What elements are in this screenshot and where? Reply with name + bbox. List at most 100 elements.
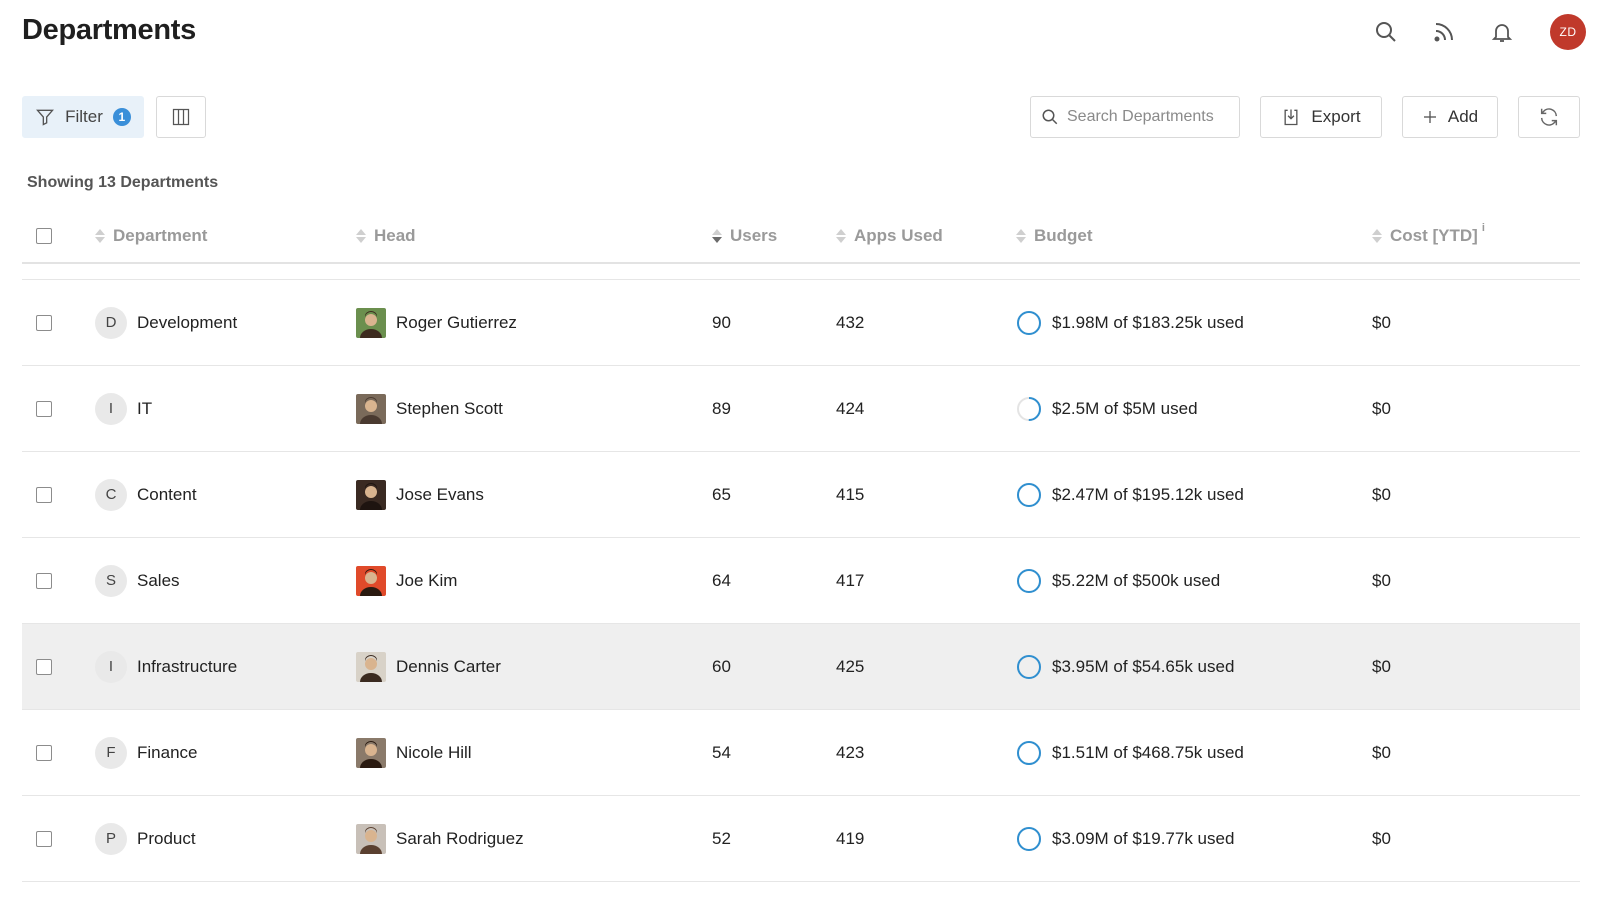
- add-button[interactable]: Add: [1402, 96, 1498, 138]
- head-cell[interactable]: Nicole Hill: [356, 710, 472, 795]
- row-checkbox[interactable]: [36, 744, 52, 761]
- info-icon[interactable]: i: [1481, 222, 1485, 234]
- department-initial-avatar: I: [95, 392, 127, 425]
- select-all-checkbox[interactable]: [36, 228, 52, 244]
- department-cell[interactable]: I IT: [95, 366, 152, 451]
- column-header-cost-ytd[interactable]: Cost [YTD] i: [1372, 210, 1485, 262]
- bell-icon[interactable]: [1486, 16, 1518, 48]
- table-row[interactable]: I IT Stephen Scott 89 424 $2.5M of $5M u…: [22, 366, 1580, 452]
- column-header-budget[interactable]: Budget: [1016, 210, 1093, 262]
- head-cell[interactable]: Sarah Rodriguez: [356, 796, 524, 881]
- department-cell[interactable]: P Product: [95, 796, 196, 881]
- department-cell[interactable]: F Finance: [95, 710, 197, 795]
- sort-icon: [1016, 229, 1026, 243]
- apps-used-count: 417: [836, 570, 865, 590]
- budget-cell: $2.5M of $5M used: [1016, 366, 1198, 451]
- head-cell[interactable]: Dennis Carter: [356, 624, 501, 709]
- search-box: [1030, 96, 1240, 138]
- head-cell[interactable]: Stephen Scott: [356, 366, 503, 451]
- filter-button[interactable]: Filter 1: [22, 96, 144, 138]
- row-checkbox[interactable]: [36, 486, 52, 503]
- department-name[interactable]: Content: [137, 484, 197, 504]
- table-row[interactable]: C Content Jose Evans 65 415 $2.47M of $1…: [22, 452, 1580, 538]
- department-name[interactable]: Finance: [137, 742, 198, 762]
- table-body: D Development Roger Gutierrez 90 432 $1.…: [22, 280, 1580, 882]
- department-initial-avatar: F: [95, 736, 127, 769]
- sort-icon: [1372, 229, 1382, 243]
- apps-used-count: 424: [836, 398, 865, 418]
- department-cell[interactable]: D Development: [95, 280, 237, 365]
- row-checkbox[interactable]: [36, 572, 52, 589]
- department-initial-avatar: C: [95, 478, 127, 511]
- budget-cell: $1.51M of $468.75k used: [1016, 710, 1244, 795]
- search-icon[interactable]: [1370, 16, 1402, 48]
- department-cell[interactable]: S Sales: [95, 538, 180, 623]
- column-label: Cost [YTD]: [1390, 226, 1478, 245]
- head-photo: [356, 737, 386, 768]
- table-spacer: [22, 264, 1580, 280]
- head-name[interactable]: Stephen Scott: [396, 398, 503, 418]
- head-name[interactable]: Jose Evans: [396, 484, 484, 504]
- row-checkbox[interactable]: [36, 830, 52, 847]
- column-label: Budget: [1034, 226, 1093, 245]
- head-photo: [356, 651, 386, 682]
- rss-feed-icon[interactable]: [1428, 16, 1460, 48]
- column-label: Users: [730, 226, 778, 245]
- head-name[interactable]: Joe Kim: [396, 570, 458, 590]
- column-header-apps-used[interactable]: Apps Used: [836, 210, 943, 262]
- budget-progress-ring-icon: [1017, 568, 1041, 593]
- row-checkbox[interactable]: [36, 314, 52, 331]
- row-checkbox-cell: [36, 452, 52, 537]
- budget-progress-ring-icon: [1017, 396, 1041, 421]
- department-name[interactable]: Product: [137, 828, 196, 848]
- search-input[interactable]: [1067, 108, 1237, 126]
- budget-progress-ring-icon: [1017, 654, 1041, 679]
- budget-text: $3.95M of $54.65k used: [1052, 656, 1235, 676]
- cost-ytd-value: $0: [1372, 828, 1391, 848]
- showing-count: Showing 13 Departments: [27, 174, 219, 191]
- page-title: Departments: [22, 14, 196, 46]
- users-count: 60: [712, 656, 731, 676]
- budget-cell: $5.22M of $500k used: [1016, 538, 1220, 623]
- row-checkbox-cell: [36, 796, 52, 881]
- row-checkbox-cell: [36, 710, 52, 795]
- budget-progress-ring-icon: [1017, 826, 1041, 851]
- department-name[interactable]: Infrastructure: [137, 656, 238, 676]
- column-label: Apps Used: [854, 226, 943, 245]
- row-checkbox-cell: [36, 280, 52, 365]
- table-row[interactable]: P Product Sarah Rodriguez 52 419 $3.09M …: [22, 796, 1580, 882]
- columns-button[interactable]: [156, 96, 206, 138]
- apps-used-count: 423: [836, 742, 865, 762]
- departments-table: Department Head Users Apps Used Budget C…: [22, 210, 1580, 922]
- table-row[interactable]: D Development Roger Gutierrez 90 432 $1.…: [22, 280, 1580, 366]
- head-cell[interactable]: Joe Kim: [356, 538, 457, 623]
- head-cell[interactable]: Roger Gutierrez: [356, 280, 517, 365]
- row-checkbox[interactable]: [36, 658, 52, 675]
- column-header-department[interactable]: Department: [95, 210, 207, 262]
- table-row[interactable]: F Finance Nicole Hill 54 423 $1.51M of $…: [22, 710, 1580, 796]
- top-icon-bar: ZD: [1340, 12, 1600, 52]
- plus-icon: [1423, 111, 1436, 123]
- department-name[interactable]: Development: [137, 312, 238, 332]
- table-row-partial: [22, 882, 1580, 922]
- head-name[interactable]: Sarah Rodriguez: [396, 828, 524, 848]
- user-avatar[interactable]: ZD: [1550, 14, 1586, 50]
- apps-used-count: 432: [836, 312, 865, 332]
- refresh-button[interactable]: [1518, 96, 1580, 138]
- department-name[interactable]: IT: [137, 398, 153, 418]
- department-initial-avatar: S: [95, 564, 127, 597]
- column-header-users[interactable]: Users: [712, 210, 777, 262]
- department-name[interactable]: Sales: [137, 570, 180, 590]
- table-row[interactable]: S Sales Joe Kim 64 417 $5.22M of $500k u…: [22, 538, 1580, 624]
- export-button[interactable]: Export: [1260, 96, 1382, 138]
- row-checkbox[interactable]: [36, 400, 52, 417]
- head-name[interactable]: Nicole Hill: [396, 742, 472, 762]
- head-name[interactable]: Dennis Carter: [396, 656, 501, 676]
- table-row[interactable]: I Infrastructure Dennis Carter 60 425 $3…: [22, 624, 1580, 710]
- department-cell[interactable]: I Infrastructure: [95, 624, 237, 709]
- head-cell[interactable]: Jose Evans: [356, 452, 484, 537]
- head-name[interactable]: Roger Gutierrez: [396, 312, 517, 332]
- department-initial-avatar: D: [95, 306, 127, 339]
- department-cell[interactable]: C Content: [95, 452, 197, 537]
- column-header-head[interactable]: Head: [356, 210, 416, 262]
